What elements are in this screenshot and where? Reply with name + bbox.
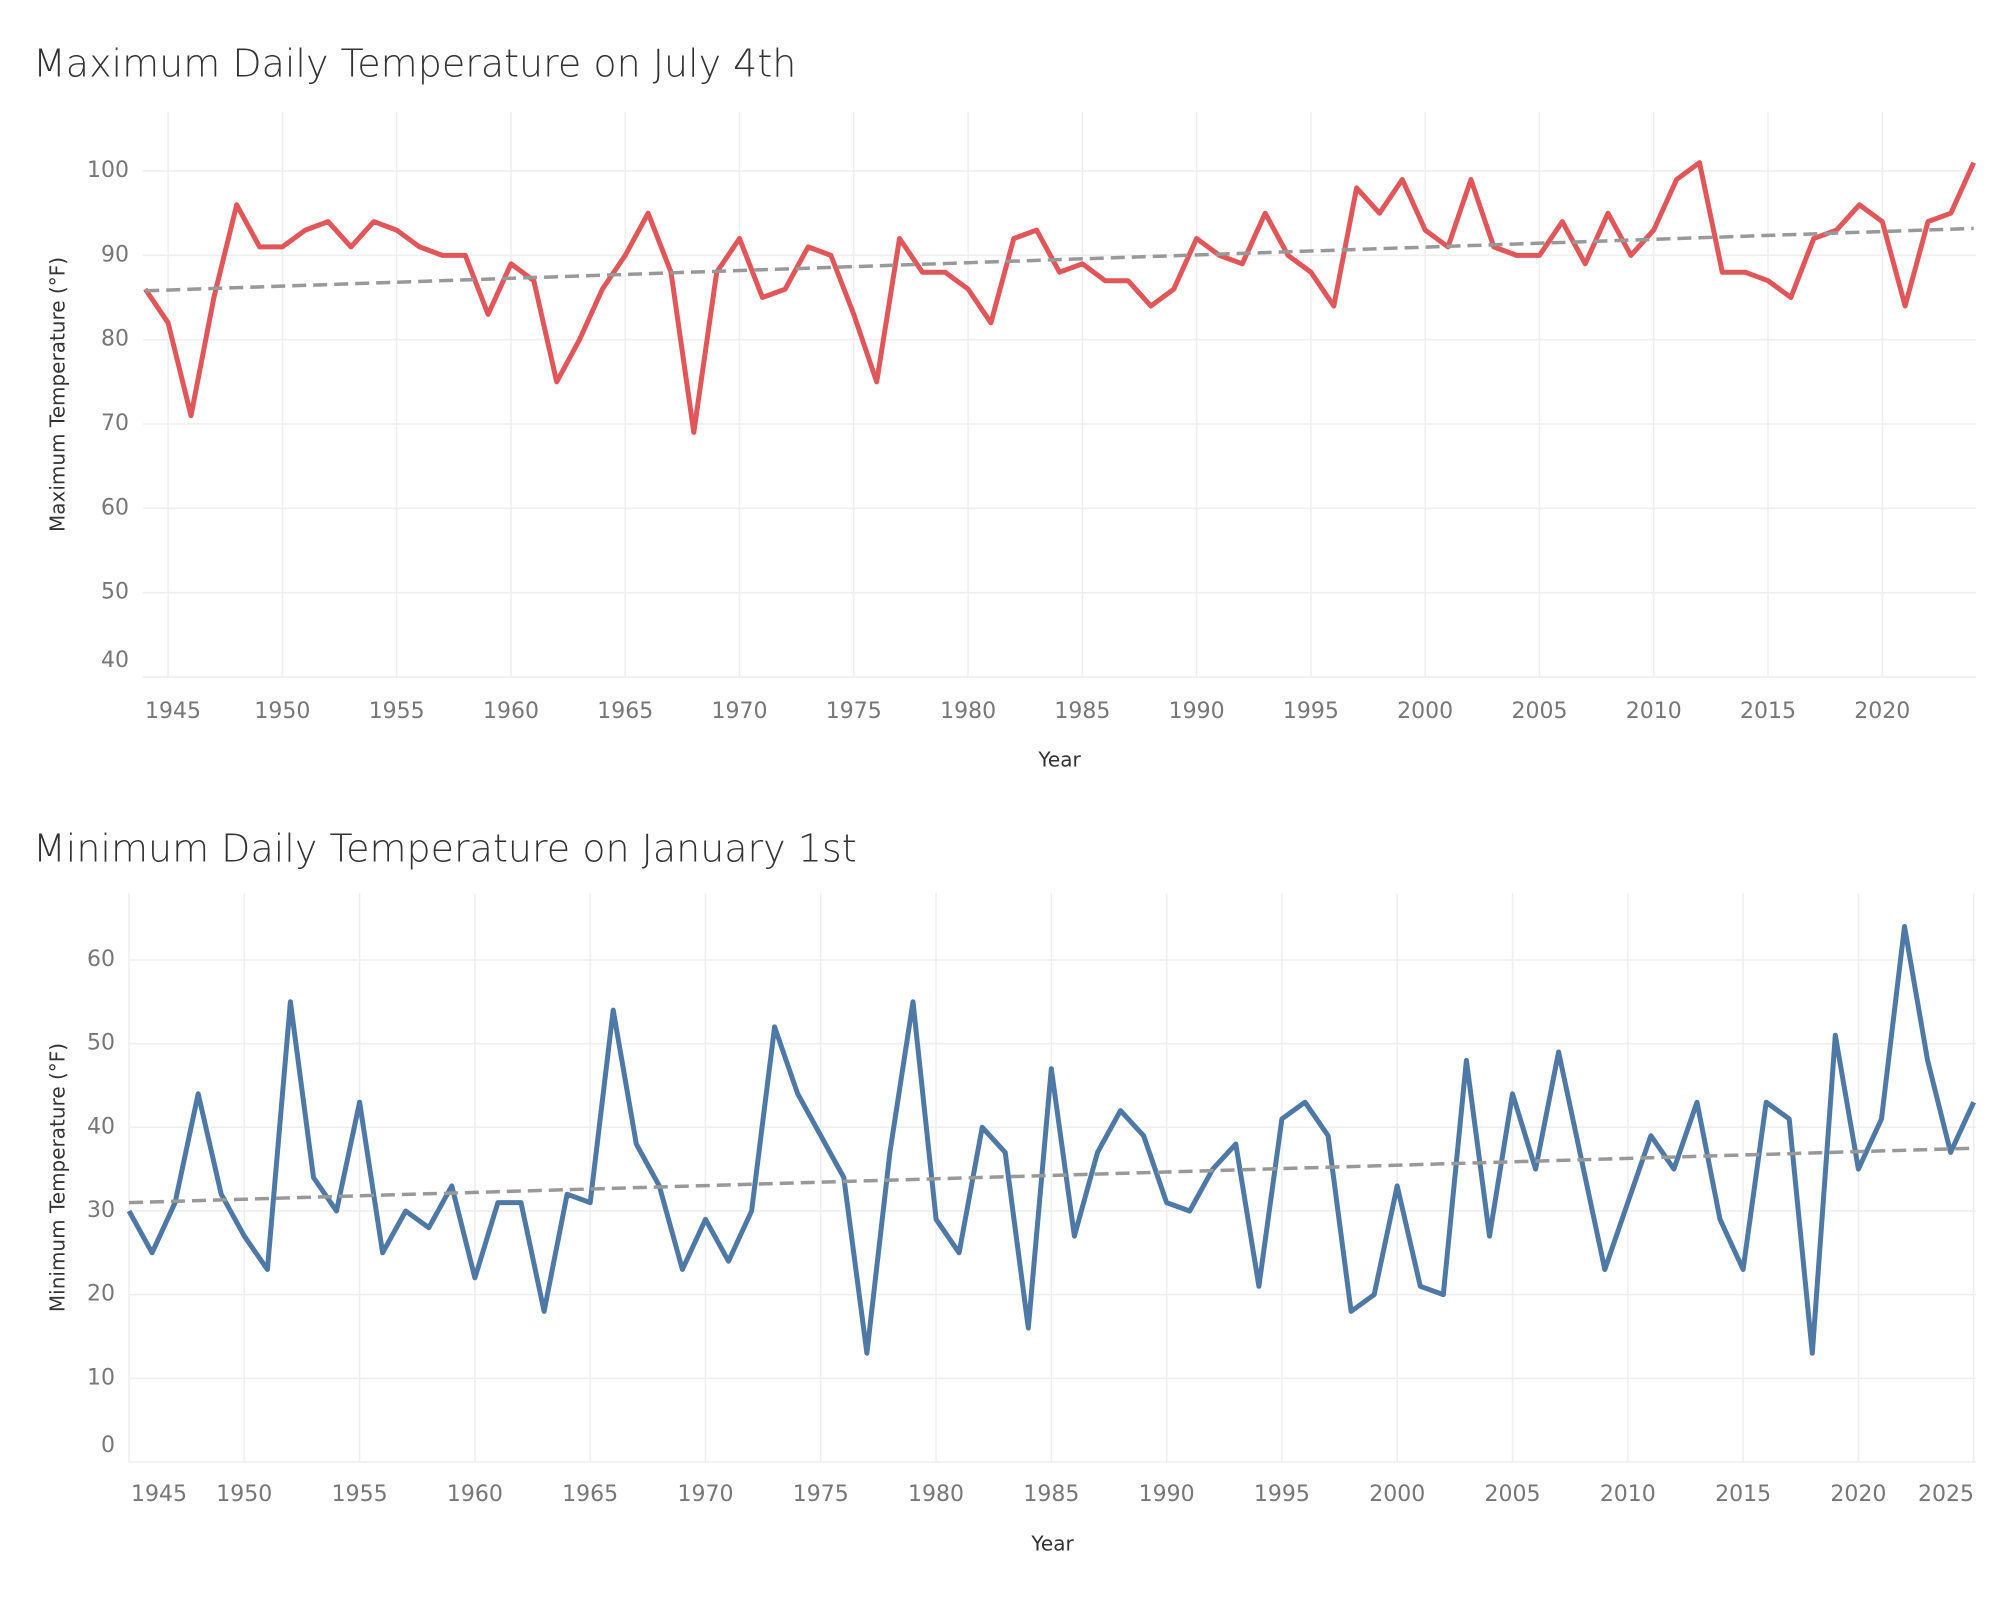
x-tick-label: 2015 (1740, 699, 1796, 724)
x-tick-label: 1950 (254, 699, 310, 724)
x-tick-label: 1990 (1169, 699, 1225, 724)
y-tick-label: 0 (101, 1433, 115, 1458)
y-tick-label: 50 (101, 580, 129, 605)
x-tick-label: 2025 (1918, 1482, 1974, 1507)
y-tick-label: 50 (87, 1031, 115, 1056)
x-tick-label: 1960 (447, 1482, 503, 1507)
x-axis-title: Year (1037, 748, 1081, 772)
x-axis-title: Year (1030, 1532, 1074, 1556)
x-tick-label: 1965 (597, 699, 653, 724)
x-tick-label: 2005 (1485, 1482, 1541, 1507)
x-tick-label: 1955 (369, 699, 425, 724)
x-tick-label: 1970 (712, 699, 768, 724)
y-tick-label: 20 (87, 1282, 115, 1307)
x-tick-label: 2010 (1600, 1482, 1656, 1507)
x-tick-label: 1990 (1139, 1482, 1195, 1507)
y-axis-title: Minimum Temperature (°F) (46, 1043, 70, 1312)
chart-title: Minimum Daily Temperature on January 1st (33, 827, 857, 871)
x-tick-label: 1955 (332, 1482, 388, 1507)
x-tick-label: 1945 (131, 1482, 187, 1507)
data-line (143, 160, 1976, 435)
y-tick-label: 40 (87, 1114, 115, 1139)
x-tick-label: 1945 (145, 699, 201, 724)
x-tick-label: 1995 (1254, 1482, 1310, 1507)
y-tick-label: 60 (87, 947, 115, 972)
x-tick-label: 1975 (826, 699, 882, 724)
x-tick-label: 2020 (1830, 1482, 1886, 1507)
y-tick-label: 70 (101, 411, 129, 436)
x-tick-label: 1975 (793, 1482, 849, 1507)
trend-line (128, 1146, 1974, 1205)
x-tick-label: 1970 (677, 1482, 733, 1507)
x-tick-label: 1995 (1283, 699, 1339, 724)
x-tick-label: 1980 (940, 699, 996, 724)
y-tick-label: 100 (87, 158, 129, 183)
x-tick-label: 1980 (908, 1482, 964, 1507)
x-tick-label: 2000 (1369, 1482, 1425, 1507)
x-tick-label: 1985 (1023, 1482, 1079, 1507)
x-tick-label: 2000 (1397, 699, 1453, 724)
y-axis-title: Maximum Temperature (°F) (46, 257, 70, 532)
x-tick-label: 1985 (1054, 699, 1110, 724)
x-tick-label: 2010 (1626, 699, 1682, 724)
chart-title: Maximum Daily Temperature on July 4th (33, 42, 796, 86)
y-tick-label: 90 (101, 242, 129, 267)
trend-line (145, 226, 1974, 293)
y-tick-label: 80 (101, 327, 129, 352)
x-tick-label: 2005 (1511, 699, 1567, 724)
x-tick-label: 1950 (216, 1482, 272, 1507)
x-tick-label: 1965 (562, 1482, 618, 1507)
y-tick-label: 10 (87, 1365, 115, 1390)
x-tick-label: 2020 (1854, 699, 1910, 724)
y-tick-label: 60 (101, 495, 129, 520)
x-tick-label: 1960 (483, 699, 539, 724)
y-tick-label: 40 (101, 648, 129, 673)
y-tick-label: 30 (87, 1198, 115, 1223)
x-tick-label: 2015 (1715, 1482, 1771, 1507)
